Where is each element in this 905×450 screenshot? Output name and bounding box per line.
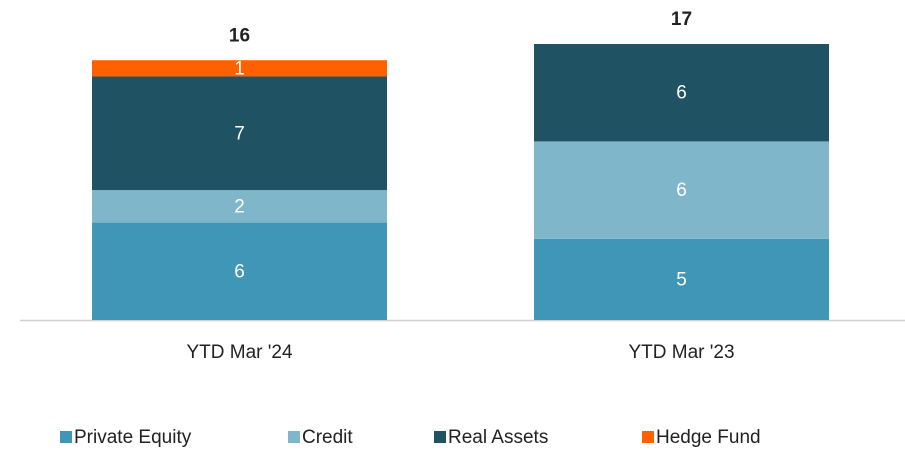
data-label: 6 [234, 261, 245, 282]
legend-label: Real Assets [448, 427, 548, 448]
legend-swatch [288, 431, 300, 443]
data-label: 1 [234, 58, 245, 79]
legend-label: Private Equity [74, 427, 192, 448]
x-tick-label: YTD Mar '24 [186, 342, 292, 363]
bar-segment [534, 238, 829, 320]
bar-segment [92, 60, 387, 77]
data-label: 2 [234, 196, 245, 217]
data-label: 7 [234, 123, 245, 144]
bar-segment [92, 190, 387, 223]
total-label: 17 [671, 9, 692, 30]
data-label: 6 [676, 180, 687, 201]
total-label: 16 [229, 25, 250, 46]
legend-label: Credit [302, 427, 353, 448]
legend-swatch [60, 431, 72, 443]
bar-segment [534, 44, 829, 142]
x-tick-label: YTD Mar '23 [628, 342, 734, 363]
legend-label: Hedge Fund [656, 427, 761, 448]
data-label: 6 [676, 83, 687, 104]
bar-segment [92, 222, 387, 320]
legend-swatch [434, 431, 446, 443]
bar-segment [92, 76, 387, 191]
legend-swatch [642, 431, 654, 443]
bar-segment [534, 141, 829, 239]
data-label: 5 [676, 269, 687, 290]
